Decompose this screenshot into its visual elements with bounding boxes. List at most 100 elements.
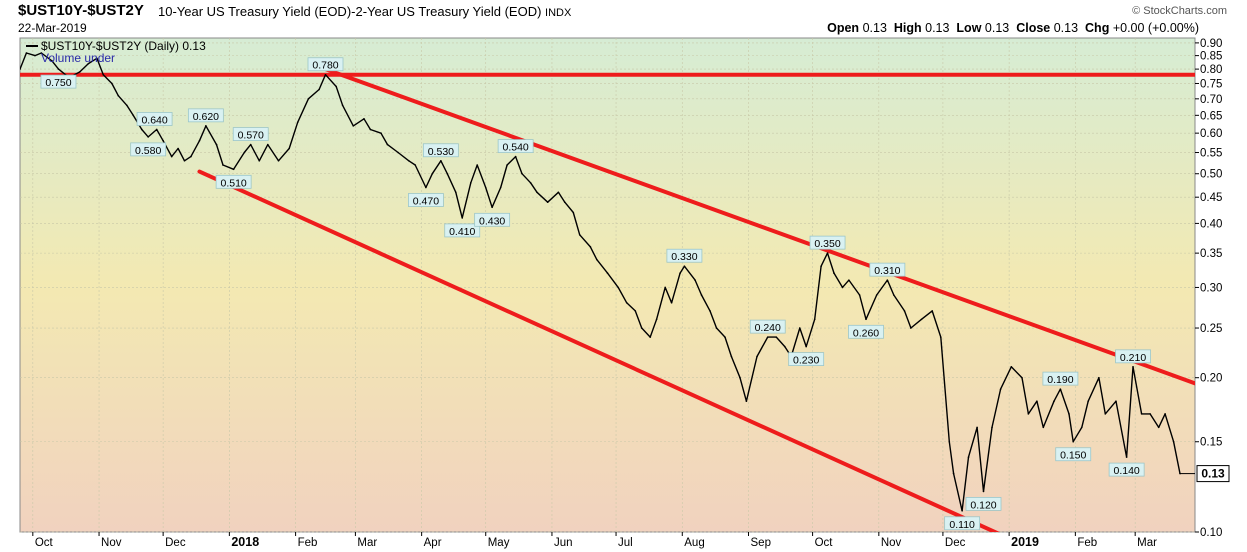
legend: $UST10Y-$UST2Y (Daily) 0.13 Volume under [26,39,206,65]
data-point [232,168,235,171]
annotation-box [187,108,224,123]
data-point [132,114,135,117]
annotation-box [965,497,1002,511]
data-point [431,172,434,175]
data-point [683,265,686,268]
data-point [982,490,985,493]
data-point [655,318,658,321]
annotation-box [307,57,344,72]
data-point [841,286,844,289]
y-tick-label: 0.15 [1200,437,1222,449]
data-point [155,128,158,131]
high-label: High [893,21,922,35]
data-point [243,151,246,154]
data-point [369,128,372,131]
annotation-box [1115,349,1151,364]
data-point [408,159,410,162]
x-tick-label: Nov [101,537,122,549]
data-point [529,182,532,184]
y-tick-label: 0.85 [1200,51,1222,63]
annotation-label: 0.780 [312,60,338,72]
x-tick-label: Mar [1137,537,1157,549]
x-tick-label: Nov [881,537,902,549]
annotation-label: 0.640 [141,114,167,126]
annotation-label: 0.510 [220,177,246,189]
last-value-label: 0.13 [1201,467,1225,481]
data-point [886,279,889,281]
x-tick-label: Dec [165,537,186,549]
annotation-label: 0.330 [671,251,697,263]
annotation-label: 0.150 [1060,450,1086,462]
data-point [296,121,299,124]
annotation-box [848,324,884,339]
annotation-box [444,223,481,238]
annotation-label: 0.750 [45,77,71,89]
data-point [249,143,252,146]
data-point [386,143,389,146]
data-point [572,211,575,214]
data-point [446,172,449,175]
stockcharts-logo: © StockCharts.com [1132,5,1227,17]
legend-volume-label: Volume under [41,51,115,65]
data-point [57,68,60,70]
data-point [546,201,549,203]
x-tick-label: Apr [424,537,442,549]
data-point [820,265,822,268]
data-point [596,258,598,261]
x-tick-label: Feb [298,537,318,549]
data-point [694,279,696,281]
data-point [222,164,224,166]
annotation-box [215,174,252,189]
y-tick-label: 0.25 [1200,323,1222,335]
y-axis: 0.10 0.15 0.20 0.25 0.30 0.35 0.40 0.45 0.50 0.55… [1195,38,1222,539]
data-point [455,191,457,194]
annotation-box [1042,371,1079,386]
annotation-label: 0.350 [814,238,840,250]
y-tick-label: 0.75 [1200,78,1222,90]
data-point [739,376,741,379]
x-tick-label: Oct [35,537,54,549]
data-point [352,125,355,127]
exchange-text: INDX [545,7,572,19]
x-tick-label: Jun [554,537,573,549]
data-point [589,246,592,248]
data-point [102,73,105,76]
data-point [177,147,179,150]
data-point [1068,413,1070,415]
data-point [1157,426,1160,429]
data-point [170,155,173,158]
trendlines [20,67,1195,532]
data-point [1164,413,1166,415]
series-layer [20,52,1181,512]
annotation-box [944,516,981,531]
annotation-labels: 0.750 0.640 0.580 0.620 0.570 0.510 0.780 0.530… [40,57,1151,531]
annotation-box [809,235,846,250]
open-value: 0.13 [862,21,887,35]
data-point [967,456,970,458]
data-point [798,327,801,329]
data-point [363,117,365,120]
annotation-label: 0.110 [949,519,975,531]
data-point [931,310,934,312]
data-point [111,82,113,85]
high-value: 0.13 [925,21,950,35]
data-point [1059,388,1062,390]
annotation-label: 0.580 [135,145,161,157]
data-point [848,279,850,281]
data-point [724,336,726,338]
y-tick-label: 0.30 [1200,282,1222,294]
y-tick-label: 0.60 [1200,128,1222,140]
annotation-label: 0.120 [970,499,996,511]
data-point [1132,366,1134,368]
data-point [536,191,538,194]
y-tick-label: 0.80 [1200,64,1222,76]
annotation-box [1108,462,1145,477]
annotation-box [422,143,459,158]
data-point [126,104,128,107]
data-point [826,252,829,254]
annotation-label: 0.260 [853,327,879,339]
annotation-box [232,127,269,141]
data-point [514,155,517,158]
y-tick-label: 0.45 [1200,192,1222,204]
